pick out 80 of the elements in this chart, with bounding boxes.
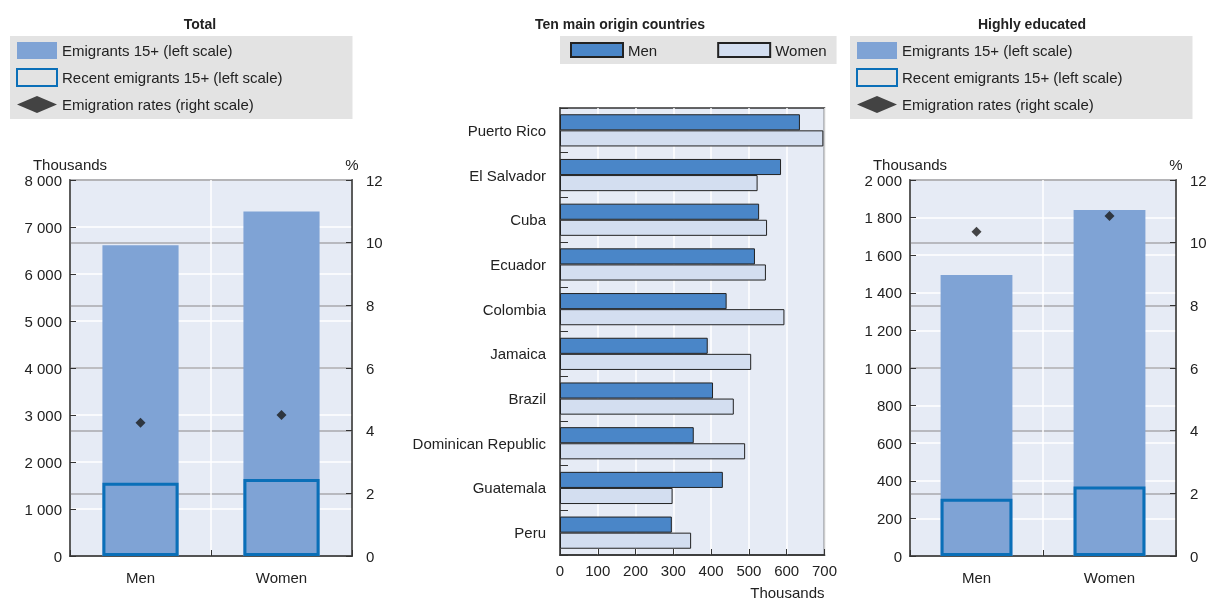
chart-title: Ten main origin countries [534, 16, 706, 32]
y2-axis-title: % [345, 156, 359, 173]
y-tick-label: 400 [876, 472, 902, 490]
legend-label: Emigration rates (right scale) [62, 96, 254, 113]
y-tick-label: 2 000 [24, 453, 62, 471]
y2-tick-label: 8 [366, 296, 375, 314]
x-tick-label: 700 [811, 562, 837, 579]
y-tick-label: 800 [876, 397, 902, 415]
bar [102, 482, 179, 556]
x-tick-label: 300 [660, 562, 686, 579]
x-tick-label: 100 [585, 562, 611, 579]
x-tick-label: Men [961, 569, 992, 586]
y2-tick-label: 12 [366, 171, 383, 189]
bar [102, 245, 179, 556]
x-tick-label: 0 [555, 562, 565, 579]
x-tick-label: 400 [698, 562, 724, 579]
bar [1073, 210, 1146, 556]
legend-label: Women [775, 41, 827, 59]
bar [243, 211, 320, 556]
x-tick-label: Women [1083, 569, 1136, 586]
y-tick-label: 4 000 [24, 359, 62, 377]
y-tick-label: El Salvador [469, 166, 546, 184]
y-tick-label: Peru [514, 524, 546, 542]
y-tick-label: 3 000 [24, 406, 62, 424]
y2-tick-label: 6 [366, 359, 375, 377]
y-tick-label: 1 200 [864, 321, 902, 339]
y-tick-label: 1 000 [24, 500, 62, 518]
y2-tick-label: 4 [1190, 422, 1199, 440]
y2-tick-label: 2 [366, 484, 375, 502]
y-axis-title: Thousands [32, 156, 108, 173]
y-tick-label: Guatemala [472, 479, 547, 497]
bar [1073, 486, 1146, 556]
y-tick-label: 1 000 [864, 359, 902, 377]
x-tick-label: Women [255, 569, 308, 586]
x-tick-label: 600 [774, 562, 800, 579]
y-tick-label: Jamaica [490, 345, 547, 363]
y2-tick-label: 0 [366, 547, 375, 565]
legend-label: Emigration rates (right scale) [902, 96, 1094, 113]
y2-tick-label: 0 [1190, 547, 1199, 565]
y2-tick-label: 10 [1190, 234, 1207, 252]
legend-label: Emigrants 15+ (left scale) [62, 42, 233, 59]
y-tick-label: 600 [876, 434, 902, 452]
bar [940, 274, 1013, 556]
y-tick-label: 8 000 [24, 171, 62, 189]
y2-axis-title: % [1169, 156, 1183, 173]
y2-tick-label: 10 [366, 234, 383, 252]
y-tick-label: 7 000 [24, 218, 62, 236]
y2-tick-label: 4 [366, 422, 375, 440]
x-tick-label: 500 [736, 562, 762, 579]
y-tick-label: 6 000 [24, 265, 62, 283]
legend-label: Recent emigrants 15+ (left scale) [902, 69, 1123, 86]
y-tick-label: Brazil [508, 390, 546, 408]
y-tick-label: 5 000 [24, 312, 62, 330]
legend-label: Recent emigrants 15+ (left scale) [62, 69, 283, 86]
legend-label: Emigrants 15+ (left scale) [902, 42, 1073, 59]
y-tick-label: 1 400 [864, 284, 902, 302]
x-axis-title: Thousands [750, 584, 825, 601]
chart-title: Total [183, 16, 217, 32]
y2-tick-label: 8 [1190, 296, 1199, 314]
y-tick-label: 2 000 [864, 171, 902, 189]
y-tick-label: 1 600 [864, 246, 902, 264]
x-tick-label: 200 [623, 562, 649, 579]
y-tick-label: 0 [893, 547, 902, 565]
chart-title: Highly educated [977, 16, 1087, 32]
y-tick-label: Ecuador [490, 255, 546, 273]
y2-tick-label: 2 [1190, 484, 1199, 502]
y-axis-title: Thousands [872, 156, 948, 173]
y-tick-label: Puerto Rico [467, 121, 546, 139]
y-tick-label: 1 800 [864, 209, 902, 227]
bar [940, 498, 1013, 556]
y2-tick-label: 12 [1190, 171, 1207, 189]
legend-label: Men [628, 41, 658, 59]
y2-tick-label: 6 [1190, 359, 1199, 377]
y-tick-label: 0 [53, 547, 62, 565]
y-tick-label: Colombia [482, 300, 547, 318]
y-tick-label: Cuba [510, 211, 547, 229]
x-tick-label: Men [125, 569, 156, 586]
y-tick-label: 200 [876, 509, 902, 527]
bar [243, 478, 320, 556]
y-tick-label: Dominican Republic [412, 434, 547, 452]
